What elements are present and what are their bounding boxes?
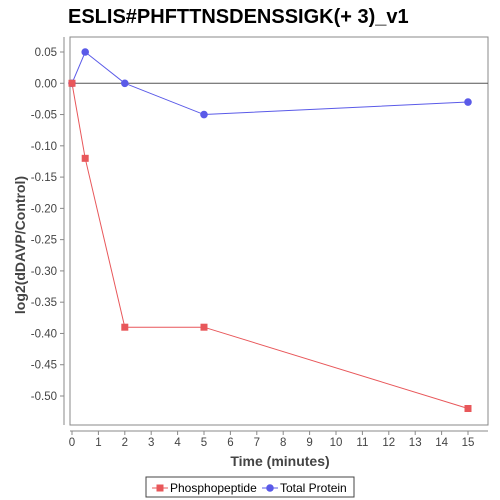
data-point-total-protein <box>200 110 208 119</box>
legend-label-phosphopeptide: Phosphopeptide <box>170 481 257 495</box>
data-point-total-protein <box>464 98 472 106</box>
x-tick-label: 14 <box>435 437 448 449</box>
data-point-total-protein <box>121 79 129 88</box>
data-point-phosphopeptide <box>121 323 129 331</box>
x-tick-label: 1 <box>95 437 101 449</box>
x-tick-label: 10 <box>330 437 343 449</box>
x-tick-label: 4 <box>174 437 181 449</box>
y-tick-label: 0.00 <box>35 78 57 90</box>
data-point-phosphopeptide <box>68 79 76 87</box>
x-tick-label: 2 <box>122 437 128 449</box>
legend-marker-total-protein <box>266 484 274 492</box>
x-tick-label: 12 <box>382 437 395 449</box>
legend-box <box>145 476 355 498</box>
x-tick-label: 11 <box>356 437 368 449</box>
y-tick-label: -0.15 <box>31 172 57 184</box>
x-tick-label: 5 <box>201 437 207 449</box>
y-tick-label: -0.30 <box>31 266 57 278</box>
x-tick-label: 0 <box>69 437 75 449</box>
legend-label-total-protein: Total Protein <box>280 481 347 495</box>
y-tick-label: -0.40 <box>31 328 57 340</box>
x-tick-label: 7 <box>254 437 260 449</box>
plot-area <box>69 36 489 426</box>
y-tick-label: -0.45 <box>31 360 57 372</box>
y-tick-label: -0.35 <box>31 297 57 309</box>
y-tick-label: -0.50 <box>31 391 57 403</box>
x-tick-label: 9 <box>306 437 312 449</box>
x-tick-label: 15 <box>462 437 475 449</box>
y-tick-label: -0.05 <box>31 110 57 122</box>
y-axis-label: log2(dDAVP/Control) <box>12 176 28 314</box>
y-tick-label: -0.20 <box>31 203 57 215</box>
y-tick-label: -0.25 <box>31 235 57 247</box>
y-tick-label: 0.05 <box>35 47 57 59</box>
x-tick-label: 3 <box>148 437 154 449</box>
data-point-total-protein <box>81 48 89 56</box>
x-tick-label: 13 <box>409 437 422 449</box>
y-tick-label: -0.10 <box>31 141 57 153</box>
data-point-phosphopeptide <box>464 405 472 413</box>
data-point-phosphopeptide <box>200 323 208 331</box>
chart-title: ESLIS#PHFTTNSDENSSIGK(+ 3)_v1 <box>68 6 409 28</box>
x-axis-label: Time (minutes) <box>230 453 329 469</box>
data-point-phosphopeptide <box>81 154 89 162</box>
x-tick-label: 6 <box>227 437 233 449</box>
legend-marker-phosphopeptide <box>156 484 164 492</box>
x-tick-label: 8 <box>280 437 286 449</box>
